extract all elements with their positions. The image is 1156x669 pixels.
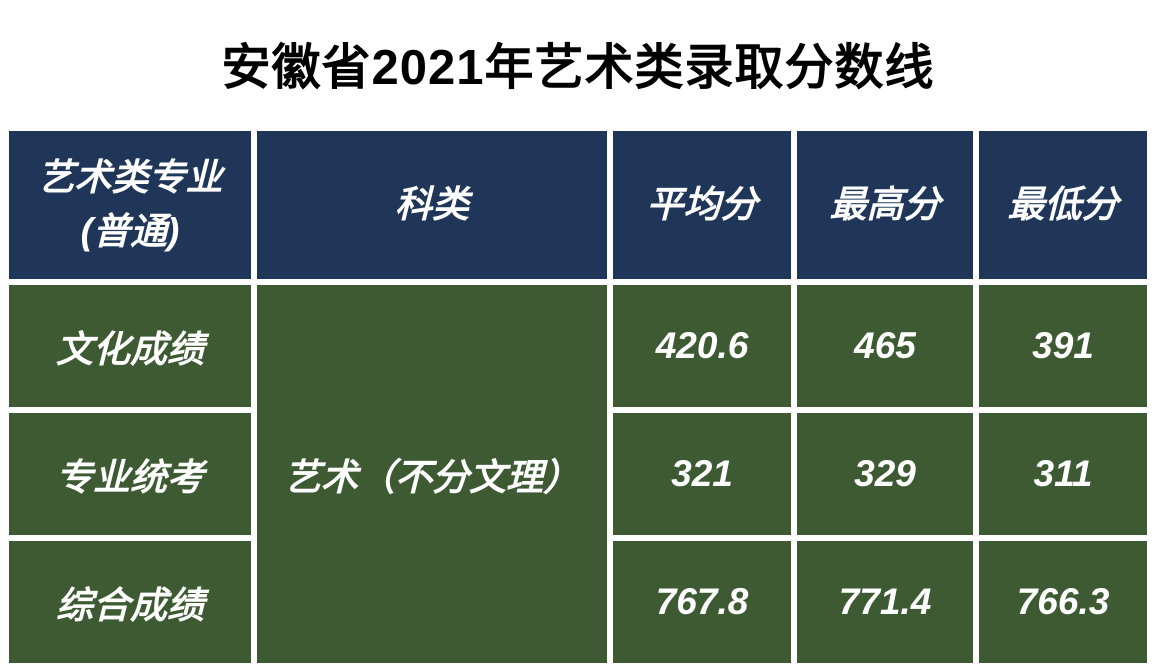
- col-header-avg: 平均分: [613, 131, 791, 279]
- col-header-max: 最高分: [797, 131, 973, 279]
- col-header-major: 艺术类专业(普通): [9, 131, 251, 279]
- cell-max: 329: [797, 413, 973, 535]
- table-row: 文化成绩 艺术（不分文理） 420.6 465 391: [9, 285, 1147, 407]
- cell-avg: 767.8: [613, 541, 791, 663]
- cell-avg: 321: [613, 413, 791, 535]
- col-header-min: 最低分: [979, 131, 1147, 279]
- cell-max: 771.4: [797, 541, 973, 663]
- col-header-major-l1: 艺术类专业(普通): [38, 157, 223, 252]
- cell-min: 311: [979, 413, 1147, 535]
- score-table: 艺术类专业(普通) 科类 平均分 最高分 最低分 文化成绩 艺术（不分文理） 4…: [3, 125, 1153, 669]
- col-header-category: 科类: [257, 131, 607, 279]
- row-label: 专业统考: [9, 413, 251, 535]
- page-title: 安徽省2021年艺术类录取分数线: [0, 0, 1156, 125]
- cell-min: 766.3: [979, 541, 1147, 663]
- cell-min: 391: [979, 285, 1147, 407]
- cell-max: 465: [797, 285, 973, 407]
- row-label: 文化成绩: [9, 285, 251, 407]
- table-header-row: 艺术类专业(普通) 科类 平均分 最高分 最低分: [9, 131, 1147, 279]
- row-label: 综合成绩: [9, 541, 251, 663]
- cell-avg: 420.6: [613, 285, 791, 407]
- category-merged-cell: 艺术（不分文理）: [257, 285, 607, 663]
